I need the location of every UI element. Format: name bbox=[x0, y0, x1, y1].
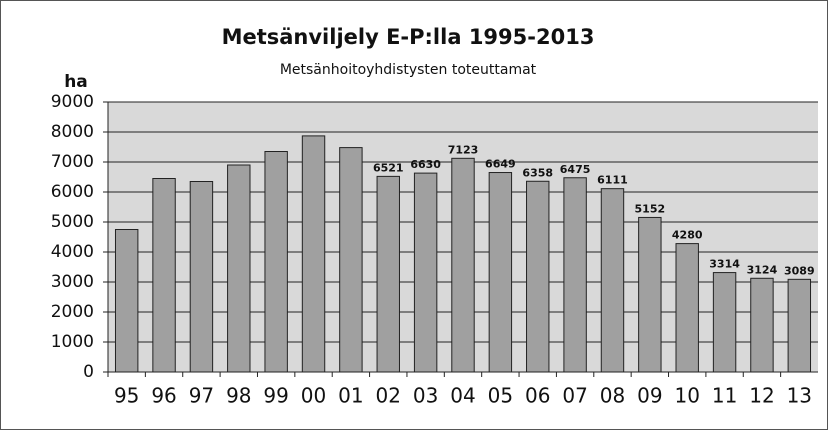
x-tick-label: 99 bbox=[263, 384, 288, 408]
x-tick-label: 03 bbox=[413, 384, 438, 408]
bar bbox=[114, 229, 139, 373]
y-tick-label: 2000 bbox=[51, 302, 94, 322]
chart-subtitle: Metsänhoitoyhdistysten toteuttamat bbox=[280, 62, 537, 78]
bar bbox=[152, 178, 176, 373]
x-tick-label: 04 bbox=[450, 384, 475, 408]
y-tick-label: 0 bbox=[83, 362, 94, 382]
x-tick-label: 12 bbox=[749, 384, 774, 408]
y-tick-label: 8000 bbox=[51, 122, 94, 142]
x-tick-label: 96 bbox=[151, 384, 176, 408]
bar bbox=[413, 172, 438, 373]
bar bbox=[376, 175, 400, 373]
bar bbox=[451, 157, 475, 373]
bar bbox=[526, 180, 550, 373]
y-tick-label: 7000 bbox=[51, 152, 94, 172]
bar bbox=[264, 151, 288, 373]
bar bbox=[301, 135, 326, 373]
bar bbox=[600, 188, 625, 373]
data-label: 6111 bbox=[597, 174, 628, 187]
x-tick-label: 06 bbox=[525, 384, 550, 408]
y-tick-label: 1000 bbox=[51, 332, 94, 352]
bar bbox=[638, 216, 662, 373]
x-tick-label: 10 bbox=[674, 384, 699, 408]
y-tick-label: 4000 bbox=[51, 242, 94, 262]
data-label: 3314 bbox=[709, 258, 740, 271]
chart-title: Metsänviljely E-P:lla 1995-2013 bbox=[222, 25, 595, 49]
y-tick-label: 3000 bbox=[51, 272, 94, 292]
bar bbox=[675, 243, 699, 373]
y-tick-label: 5000 bbox=[51, 212, 94, 232]
x-tick-label: 95 bbox=[114, 384, 139, 408]
x-tick-label: 13 bbox=[787, 384, 812, 408]
data-label: 6649 bbox=[485, 158, 516, 171]
data-label: 4280 bbox=[672, 229, 703, 242]
x-tick-label: 02 bbox=[376, 384, 401, 408]
y-tick-label: 9000 bbox=[51, 92, 94, 112]
y-tick-label: 6000 bbox=[51, 182, 94, 202]
data-label: 6358 bbox=[522, 166, 553, 179]
bar bbox=[712, 272, 737, 373]
bar bbox=[339, 147, 363, 373]
x-tick-label: 98 bbox=[226, 384, 251, 408]
data-label: 3124 bbox=[747, 263, 778, 276]
bar bbox=[227, 164, 251, 373]
bar bbox=[750, 277, 774, 373]
x-tick-label: 01 bbox=[338, 384, 363, 408]
data-label: 6521 bbox=[373, 161, 404, 174]
data-label: 7123 bbox=[448, 143, 479, 156]
bar bbox=[488, 172, 513, 373]
x-tick-label: 11 bbox=[712, 384, 737, 408]
data-label: 6630 bbox=[410, 158, 441, 171]
x-tick-label: 08 bbox=[600, 384, 625, 408]
x-tick-label: 05 bbox=[488, 384, 513, 408]
bar bbox=[189, 181, 214, 373]
x-tick-label: 00 bbox=[301, 384, 326, 408]
x-tick-label: 97 bbox=[189, 384, 214, 408]
x-tick-label: 07 bbox=[562, 384, 587, 408]
data-label: 5152 bbox=[635, 202, 666, 215]
y-axis-label: ha bbox=[64, 72, 88, 92]
x-tick-label: 09 bbox=[637, 384, 662, 408]
bar bbox=[787, 278, 812, 373]
bar bbox=[563, 177, 587, 373]
data-label: 6475 bbox=[560, 163, 591, 176]
data-label: 3089 bbox=[784, 264, 815, 277]
